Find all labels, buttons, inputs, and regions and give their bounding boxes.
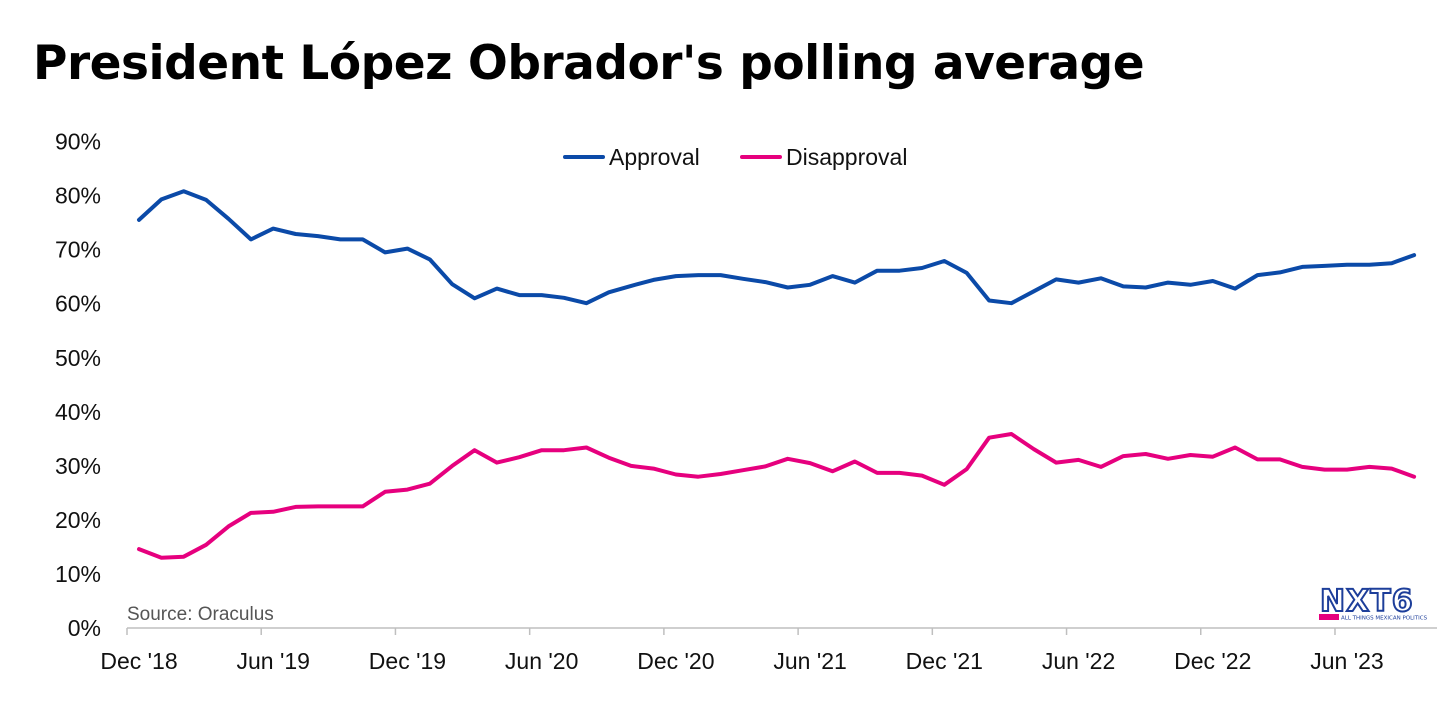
x-tick-label: Dec '18 [100, 648, 177, 674]
legend: Approval Disapproval [563, 144, 907, 170]
series-line-approval [137, 189, 1417, 306]
logo-wordmark: NXT6 [1320, 584, 1414, 619]
x-tick-label: Dec '19 [369, 648, 446, 674]
y-tick-label: 80% [55, 183, 101, 209]
y-tick-label: 30% [55, 453, 101, 479]
y-tick-label: 60% [55, 291, 101, 317]
x-tick-label: Jun '20 [505, 648, 578, 674]
x-tick-label: Jun '19 [236, 648, 309, 674]
logo-accent-bar [1319, 614, 1339, 620]
source-note: Source: Oraculus [127, 604, 274, 625]
y-tick-label: 50% [55, 345, 101, 371]
y-tick-label: 0% [68, 615, 101, 641]
x-tick-label: Dec '21 [906, 648, 983, 674]
y-tick-label: 70% [55, 237, 101, 263]
nxt6-logo: NXT6 ALL THINGS MEXICAN POLITICS [1319, 583, 1428, 622]
series-line-disapproval [137, 432, 1417, 560]
x-tick-label: Dec '20 [637, 648, 714, 674]
x-tick-label: Jun '23 [1310, 648, 1383, 674]
x-tick-label: Jun '22 [1042, 648, 1115, 674]
y-tick-label: 10% [55, 561, 101, 587]
legend-label-approval: Approval [609, 144, 700, 170]
page-title: President López Obrador's polling averag… [33, 36, 1145, 91]
y-tick-label: 90% [55, 129, 101, 155]
y-axis-ticks: 0% 10% 20% 30% 40% 50% 60% 70% 80% 90% [55, 129, 101, 641]
x-tick-label: Dec '22 [1174, 648, 1251, 674]
logo-tagline: ALL THINGS MEXICAN POLITICS [1341, 616, 1428, 622]
y-tick-label: 40% [55, 399, 101, 425]
x-axis: Dec '18 Jun '19 Dec '19 Jun '20 Dec '20 Jun '… [100, 627, 1437, 674]
legend-label-disapproval: Disapproval [786, 144, 907, 170]
y-tick-label: 20% [55, 507, 101, 533]
x-tick-label: Jun '21 [773, 648, 846, 674]
series-lines [137, 189, 1417, 560]
